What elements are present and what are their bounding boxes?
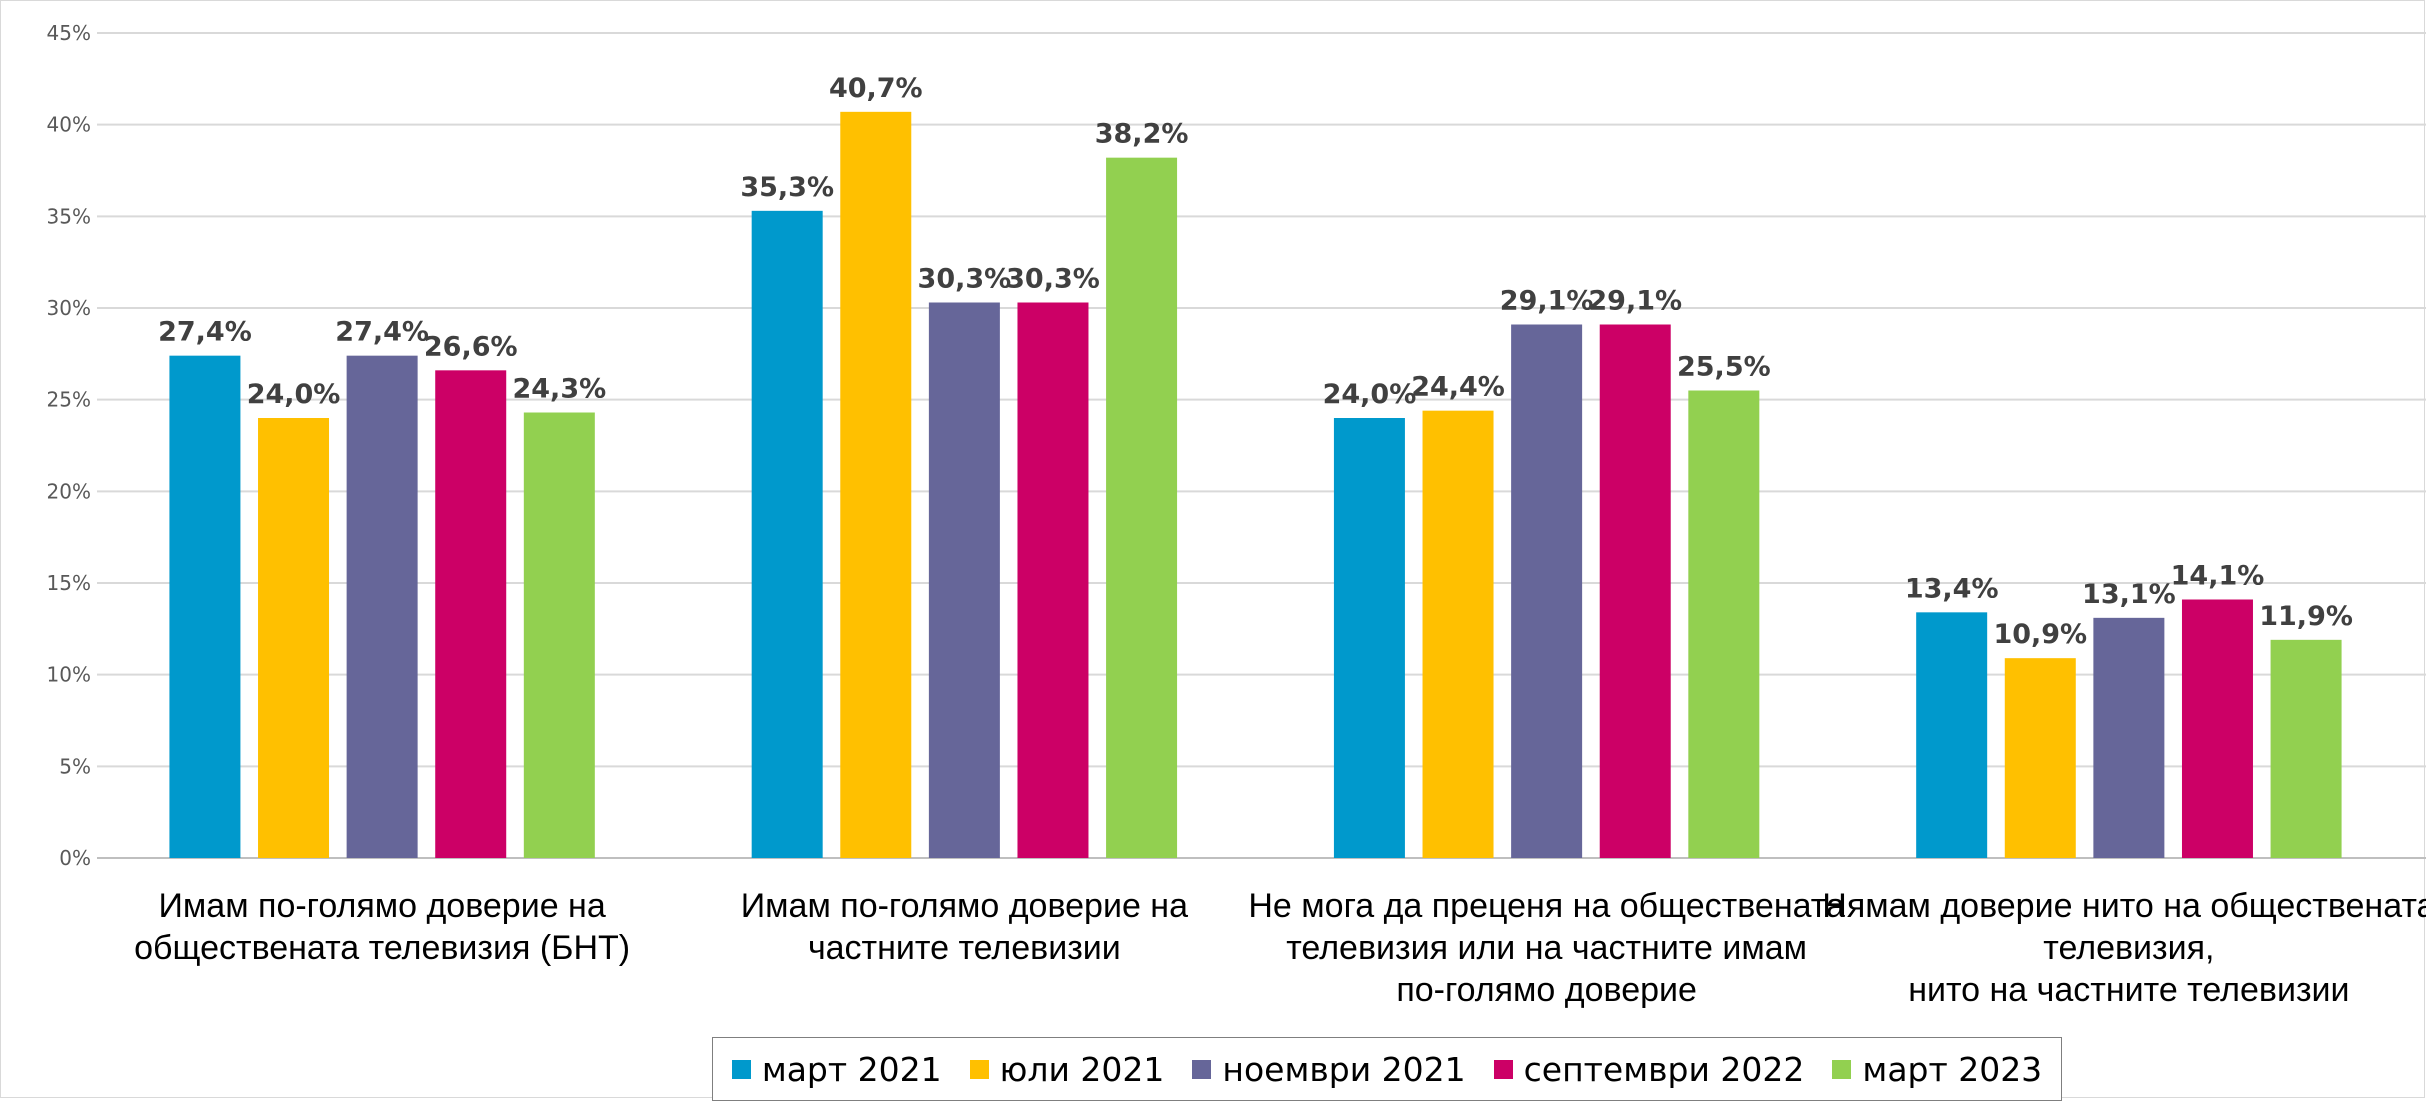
category-label: Нямам доверие нито на обществената телеви…	[1822, 887, 2426, 1009]
legend: март 2021 юли 2021 ноември 2021 септември 2…	[712, 1037, 2062, 1101]
bar	[1333, 418, 1405, 858]
bar	[1106, 157, 1178, 858]
data-label: 27,4%	[335, 317, 429, 348]
data-label: 30,3%	[1006, 264, 1100, 295]
legend-label: септември 2022	[1523, 1049, 1805, 1089]
grouped-bar-chart: 0% 5% 10% 15% 20% 25% 30% 35% 40% 45% 27,4% 24,0% 27…	[47, 21, 2426, 1009]
data-label: 13,4%	[1905, 573, 1999, 604]
y-tick-label: 5%	[59, 754, 91, 778]
bar	[169, 355, 241, 858]
legend-swatch	[1493, 1059, 1513, 1079]
bar	[2004, 658, 2076, 858]
data-label: 11,9%	[2259, 601, 2353, 632]
legend-item: ноември 2021	[1192, 1049, 1466, 1089]
y-tick-label: 45%	[47, 21, 91, 45]
data-label: 10,9%	[1993, 619, 2087, 650]
y-tick-label: 0%	[59, 846, 91, 870]
category-label-line: частните телевизии	[808, 929, 1121, 967]
category-label-line: телевизия,	[2043, 929, 2214, 967]
legend-label: март 2023	[1862, 1049, 2043, 1089]
data-label: 24,0%	[247, 379, 341, 410]
y-tick-label: 30%	[47, 296, 91, 320]
data-label: 40,7%	[829, 73, 923, 104]
y-tick-label: 25%	[47, 388, 91, 412]
data-label: 24,4%	[1411, 372, 1505, 403]
bar	[523, 412, 595, 858]
bar	[435, 370, 507, 858]
category-label-line: Нямам доверие нито на обществената	[1822, 887, 2426, 925]
data-label: 24,3%	[512, 374, 606, 405]
y-tick-label: 35%	[47, 204, 91, 228]
data-label: 25,5%	[1677, 352, 1771, 383]
legend-label: март 2021	[761, 1049, 942, 1089]
category-label: Не мога да преценя на обществената телеви…	[1248, 887, 1845, 1009]
data-label: 26,6%	[424, 331, 518, 362]
data-label: 24,0%	[1323, 379, 1417, 410]
category-label-line: Не мога да преценя на обществената	[1248, 887, 1845, 925]
data-label: 13,1%	[2082, 579, 2176, 610]
legend-item: юли 2021	[969, 1049, 1165, 1089]
data-label: 38,2%	[1095, 119, 1189, 150]
data-label: 27,4%	[158, 317, 252, 348]
legend-item: септември 2022	[1493, 1049, 1805, 1089]
legend-swatch	[1832, 1059, 1852, 1079]
legend-swatch	[1192, 1059, 1212, 1079]
bar	[1511, 324, 1583, 858]
legend-label: юли 2021	[999, 1049, 1165, 1089]
category-label-line: обществената телевизия (БНТ)	[134, 929, 630, 967]
category-label-line: нито на частните телевизии	[1908, 971, 2349, 1009]
category-label-line: по-голямо доверие	[1396, 971, 1697, 1009]
category-label: Имам по-голямо доверие на частните телеви…	[741, 887, 1188, 967]
category-label: Имам по-голямо доверие на обществената те…	[134, 887, 630, 967]
data-label: 29,1%	[1500, 286, 1594, 317]
legend-swatch	[731, 1059, 751, 1079]
bar	[1422, 410, 1494, 858]
data-label: 35,3%	[740, 172, 834, 203]
bar	[2181, 599, 2253, 858]
legend-item: март 2021	[731, 1049, 942, 1089]
y-tick-label: 40%	[47, 113, 91, 137]
y-tick-label: 10%	[47, 663, 91, 687]
y-tick-label: 15%	[47, 571, 91, 595]
data-label: 29,1%	[1588, 286, 1682, 317]
bar	[2270, 639, 2342, 858]
bar	[346, 355, 418, 858]
y-tick-label: 20%	[47, 479, 91, 503]
legend-item: март 2023	[1832, 1050, 2042, 1089]
bar	[1688, 390, 1760, 858]
legend-label: ноември 2021	[1222, 1049, 1466, 1089]
bar	[1017, 302, 1089, 858]
bar	[2093, 617, 2165, 858]
legend-swatch	[969, 1059, 989, 1079]
category-label-line: телевизия или на частните имам	[1286, 929, 1807, 967]
bar	[751, 210, 823, 859]
category-label-line: Имам по-голямо доверие на	[741, 887, 1188, 925]
bar	[1916, 612, 1988, 858]
bar	[1599, 324, 1671, 858]
bar	[258, 418, 330, 858]
data-label: 30,3%	[918, 264, 1012, 295]
category-label-line: Имам по-голямо доверие на	[158, 887, 605, 925]
bar	[840, 111, 912, 859]
bar	[928, 302, 1000, 858]
data-label: 14,1%	[2171, 561, 2265, 592]
